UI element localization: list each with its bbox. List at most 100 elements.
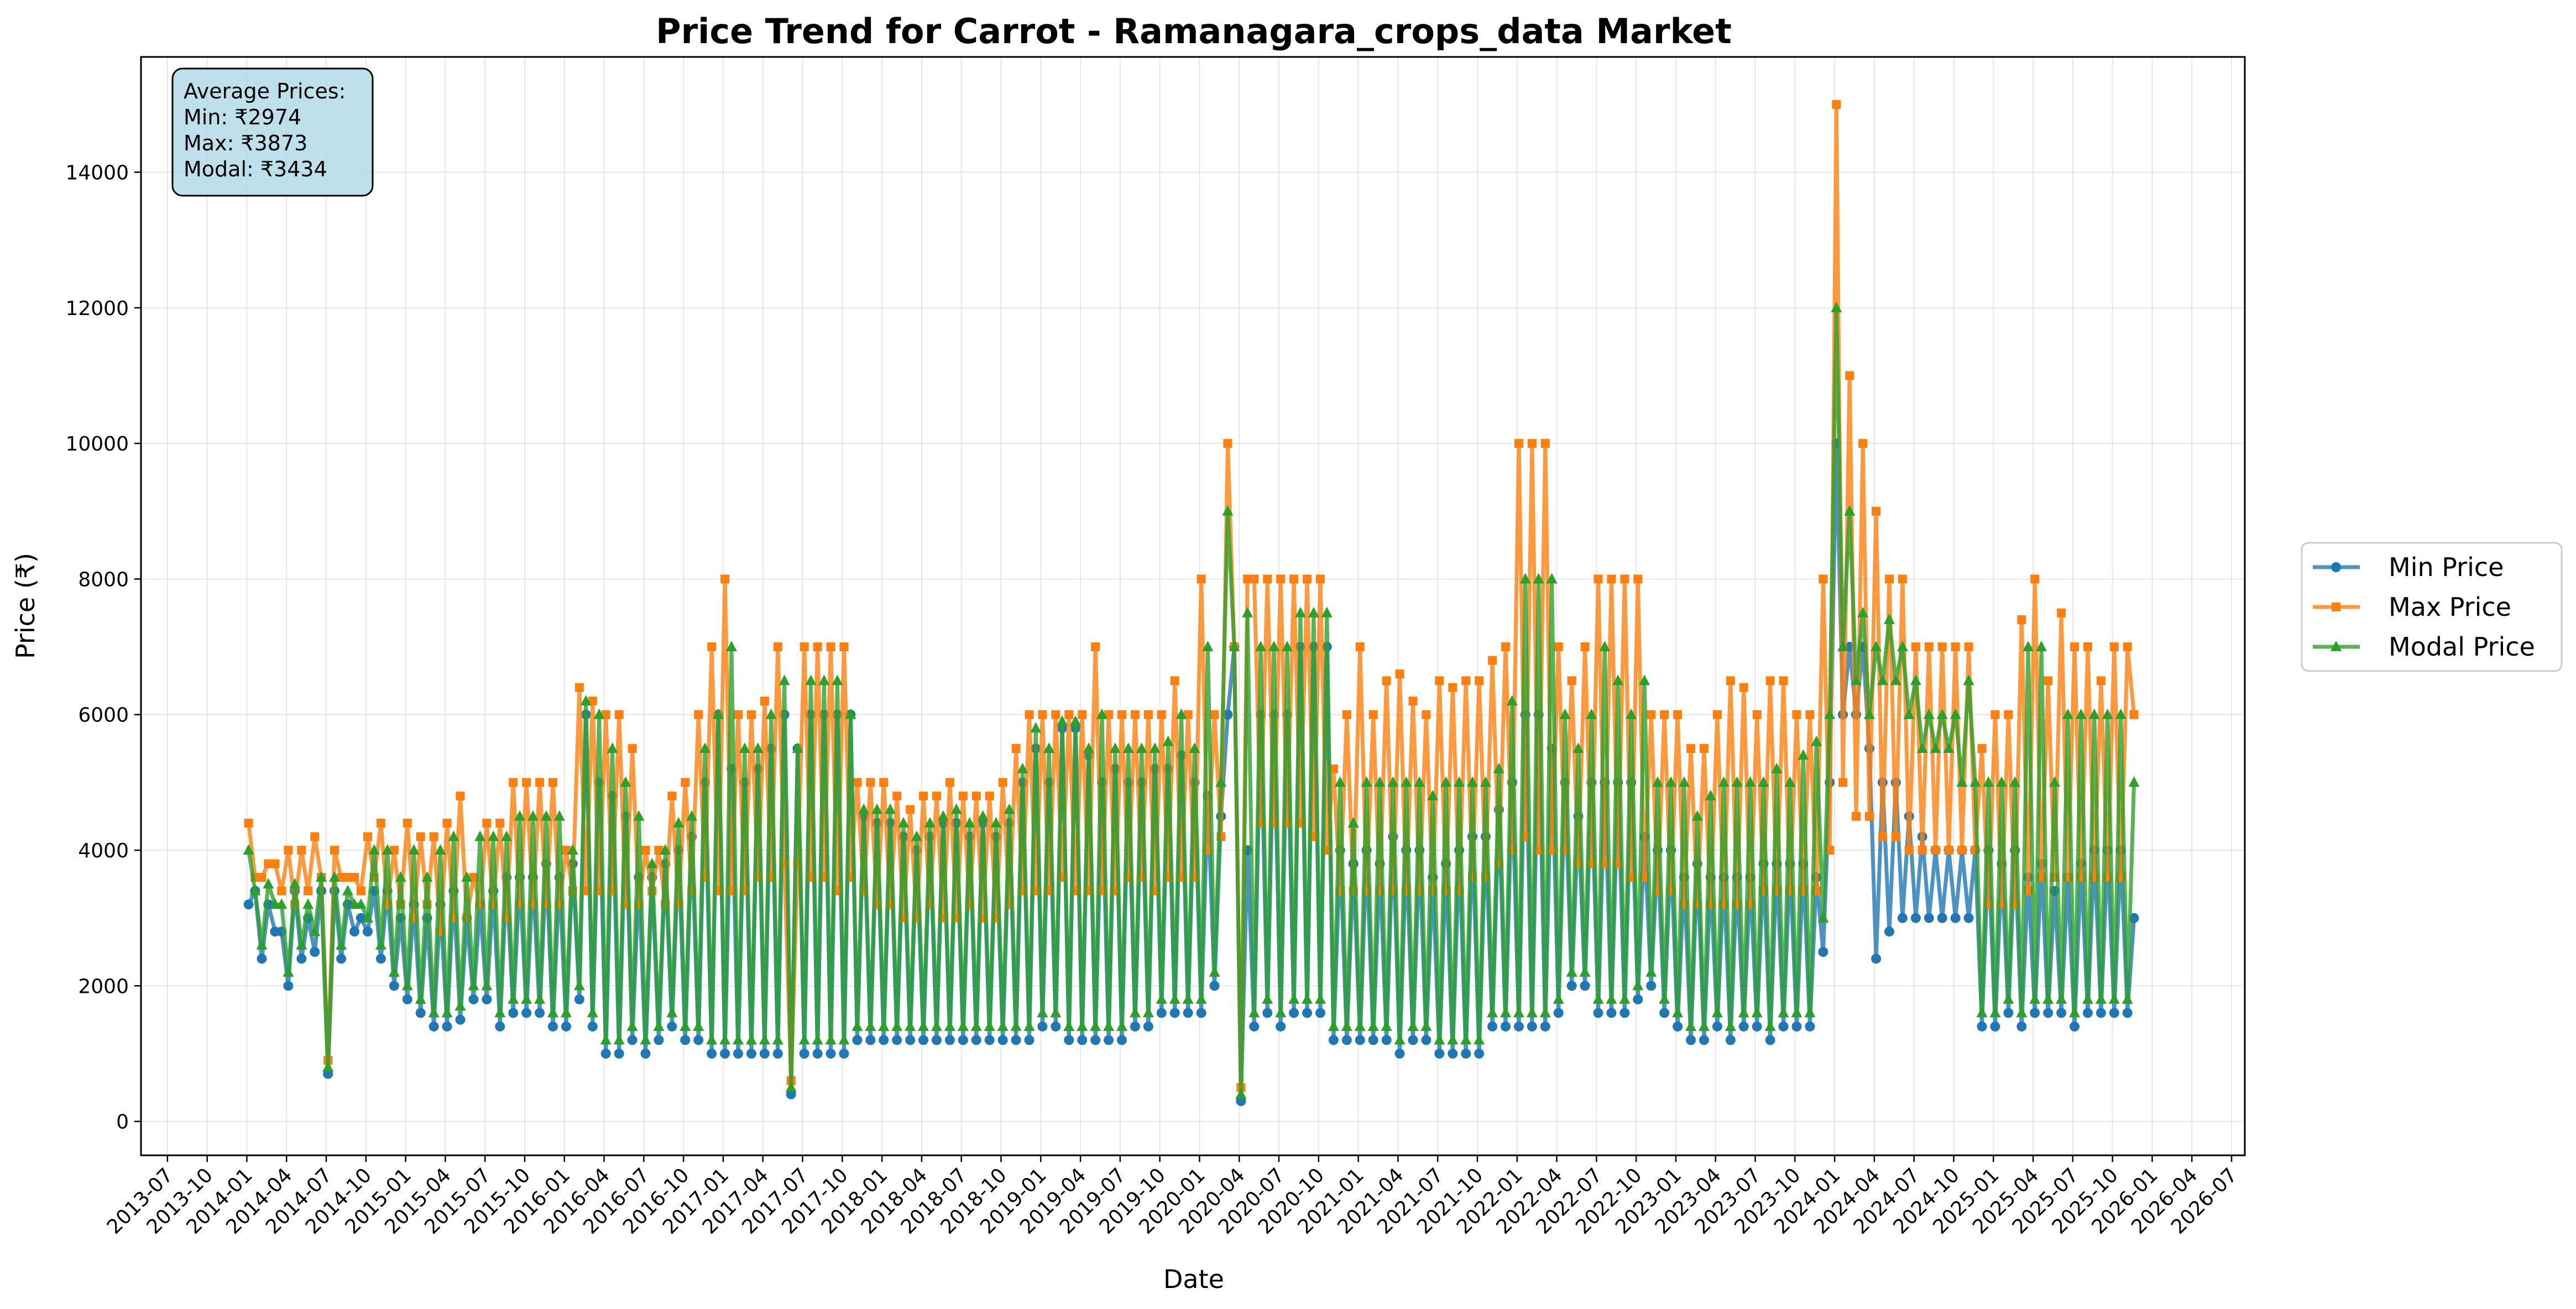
data-point-modal-price [1863, 708, 1875, 719]
data-point-modal-price [1182, 993, 1194, 1004]
data-point-min-price [1341, 1035, 1352, 1045]
data-point-min-price [257, 954, 267, 964]
data-point-max-price [1170, 676, 1179, 685]
data-point-modal-price [1771, 762, 1783, 773]
data-point-modal-price [1896, 641, 1908, 652]
data-point-modal-price [1950, 708, 1961, 719]
data-point-max-price [1640, 873, 1649, 882]
data-point-max-price [985, 791, 994, 800]
data-point-min-price [1673, 1021, 1683, 1032]
data-point-max-price [1488, 656, 1497, 665]
data-point-modal-price [1440, 776, 1452, 787]
data-point-modal-price [686, 810, 698, 821]
data-point-max-price [1368, 710, 1378, 719]
data-point-modal-price [1381, 1020, 1392, 1031]
data-point-max-price [1845, 371, 1854, 380]
data-point-modal-price [633, 810, 645, 821]
data-point-modal-price [1063, 1020, 1075, 1031]
data-point-max-price [1660, 710, 1669, 719]
data-point-min-price [799, 1049, 809, 1059]
data-point-modal-price [1824, 708, 1836, 719]
data-point-modal-price [1070, 715, 1081, 726]
data-point-modal-price [1632, 980, 1644, 991]
data-point-modal-price [2128, 776, 2140, 787]
y-tick-label: 0 [116, 1111, 129, 1134]
data-point-min-price [1791, 1021, 1802, 1032]
data-point-modal-price [712, 708, 724, 719]
data-point-min-price [852, 1035, 863, 1045]
data-point-modal-price [1791, 1007, 1802, 1018]
data-point-max-price [2024, 886, 2033, 896]
data-point-max-price [746, 710, 756, 719]
data-point-modal-price [1454, 776, 1465, 787]
data-point-modal-price [1129, 1007, 1141, 1018]
data-point-max-price [1924, 642, 1934, 652]
data-point-modal-price [693, 1020, 704, 1031]
data-point-min-price [548, 1021, 558, 1032]
legend-entries: Min Price Max Price Modal Price [2313, 552, 2535, 662]
legend: Min Price Max Price Modal Price [2301, 542, 2563, 672]
data-point-max-price [1117, 710, 1127, 719]
data-point-max-price [264, 859, 273, 868]
data-point-modal-price [1030, 722, 1042, 733]
data-point-min-price [1910, 913, 1921, 923]
data-point-min-price [561, 1021, 571, 1032]
data-point-min-price [879, 1035, 889, 1045]
data-point-min-price [2003, 1008, 2014, 1018]
data-point-modal-price [1255, 641, 1267, 652]
data-point-modal-price [1606, 993, 1617, 1004]
data-point-modal-price [1149, 742, 1161, 753]
data-point-modal-price [1467, 776, 1478, 787]
data-point-modal-price [2102, 708, 2113, 719]
data-point-max-price [376, 818, 385, 828]
data-point-modal-price [1268, 641, 1280, 652]
data-point-modal-price [931, 1020, 942, 1031]
data-point-modal-price [328, 871, 340, 882]
data-point-min-price [1566, 981, 1577, 991]
y-tick-label: 6000 [78, 704, 129, 727]
data-point-min-price [1752, 1021, 1762, 1032]
data-point-modal-price [283, 966, 294, 977]
data-point-max-price [1064, 710, 1074, 719]
data-point-max-price [1957, 846, 1967, 855]
legend-marker [2332, 603, 2340, 611]
data-point-max-price [2123, 642, 2132, 652]
data-point-min-price [1501, 1021, 1511, 1032]
data-point-modal-price [1916, 742, 1928, 753]
data-point-max-price [535, 778, 545, 787]
data-point-min-price [1024, 1035, 1034, 1045]
data-point-min-price [389, 981, 399, 991]
data-point-modal-price [812, 1034, 823, 1045]
data-point-max-price [1792, 710, 1801, 719]
data-point-max-price [601, 710, 610, 719]
data-point-modal-price [1434, 1034, 1445, 1045]
data-point-modal-price [851, 1020, 863, 1031]
data-point-min-price [1977, 1021, 1987, 1032]
data-point-modal-price [1275, 1007, 1287, 1018]
data-point-modal-price [1851, 674, 1862, 685]
data-point-max-price [1964, 642, 1973, 652]
data-point-max-price [1250, 574, 1259, 584]
data-point-max-price [1210, 710, 1219, 719]
data-point-min-price [1156, 1008, 1167, 1018]
data-point-modal-price [1347, 816, 1359, 828]
data-point-modal-price [745, 1034, 757, 1045]
data-point-modal-price [567, 844, 578, 855]
data-point-max-price [1223, 439, 1232, 448]
data-point-max-price [1395, 669, 1404, 679]
data-point-max-price [1276, 574, 1286, 584]
data-point-modal-price [2016, 1007, 2028, 1018]
data-point-max-price [2109, 642, 2119, 652]
data-point-modal-price [1758, 776, 1769, 787]
data-point-modal-price [1116, 1020, 1128, 1031]
data-point-modal-price [673, 816, 685, 828]
data-point-max-price [707, 642, 717, 652]
data-point-max-price [1931, 846, 1940, 855]
data-point-min-price [1937, 913, 1947, 923]
data-point-max-price [522, 778, 531, 787]
data-point-min-price [1315, 1008, 1325, 1018]
data-point-modal-price [1983, 776, 1994, 787]
data-point-max-price [1878, 832, 1887, 841]
data-point-min-price [508, 1008, 519, 1018]
data-point-modal-price [1037, 1007, 1048, 1018]
